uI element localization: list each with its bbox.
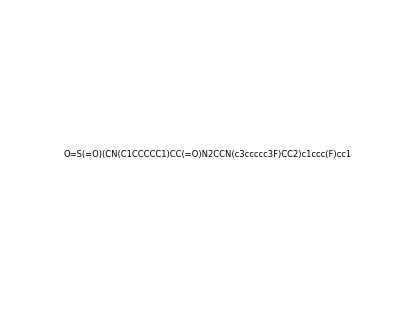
Text: O=S(=O)(CN(C1CCCCC1)CC(=O)N2CCN(c3ccccc3F)CC2)c1ccc(F)cc1: O=S(=O)(CN(C1CCCCC1)CC(=O)N2CCN(c3ccccc3… [64,150,352,159]
